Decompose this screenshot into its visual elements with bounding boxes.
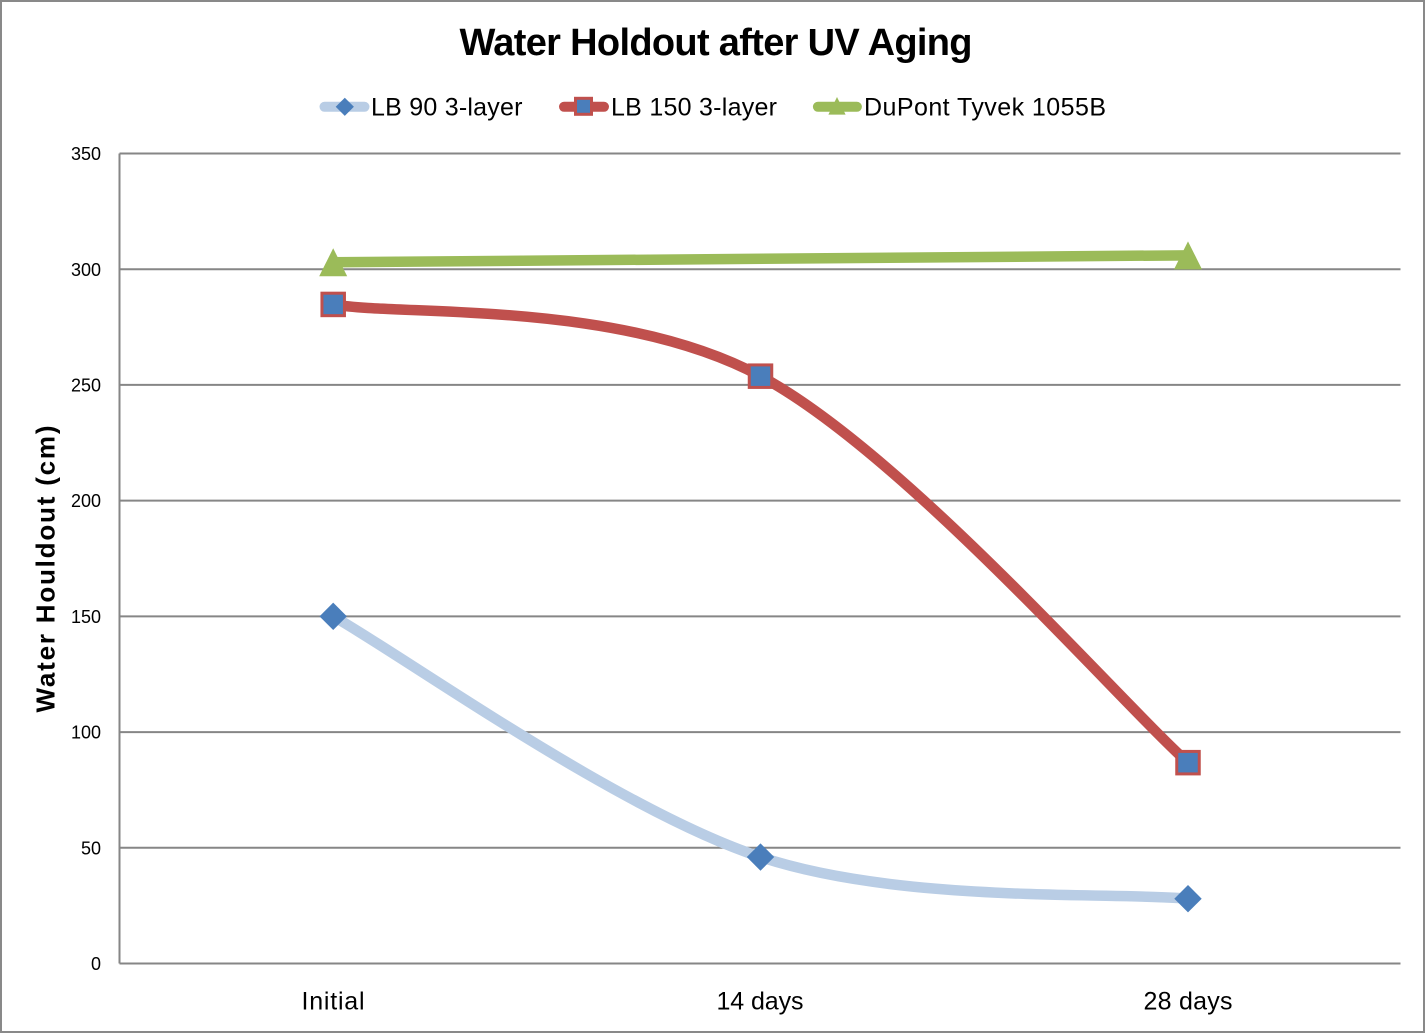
svg-text:Water Houldout (cm): Water Houldout (cm) <box>31 426 61 713</box>
svg-text:LB 90 3-layer: LB 90 3-layer <box>371 94 523 122</box>
svg-text:300: 300 <box>71 260 101 280</box>
svg-text:Water Holdout after UV Aging: Water Holdout after UV Aging <box>460 22 973 64</box>
svg-text:250: 250 <box>71 376 101 396</box>
svg-text:350: 350 <box>71 144 101 164</box>
svg-text:LB 150 3-layer: LB 150 3-layer <box>611 94 777 122</box>
svg-text:0: 0 <box>91 954 101 974</box>
svg-text:150: 150 <box>71 607 101 627</box>
svg-text:100: 100 <box>71 723 101 743</box>
svg-text:Initial: Initial <box>302 988 365 1016</box>
svg-text:200: 200 <box>71 491 101 511</box>
svg-text:28 days: 28 days <box>1144 988 1233 1016</box>
svg-text:50: 50 <box>81 838 101 858</box>
svg-text:14 days: 14 days <box>717 988 804 1016</box>
svg-text:DuPont Tyvek 1055B: DuPont Tyvek 1055B <box>864 94 1106 122</box>
